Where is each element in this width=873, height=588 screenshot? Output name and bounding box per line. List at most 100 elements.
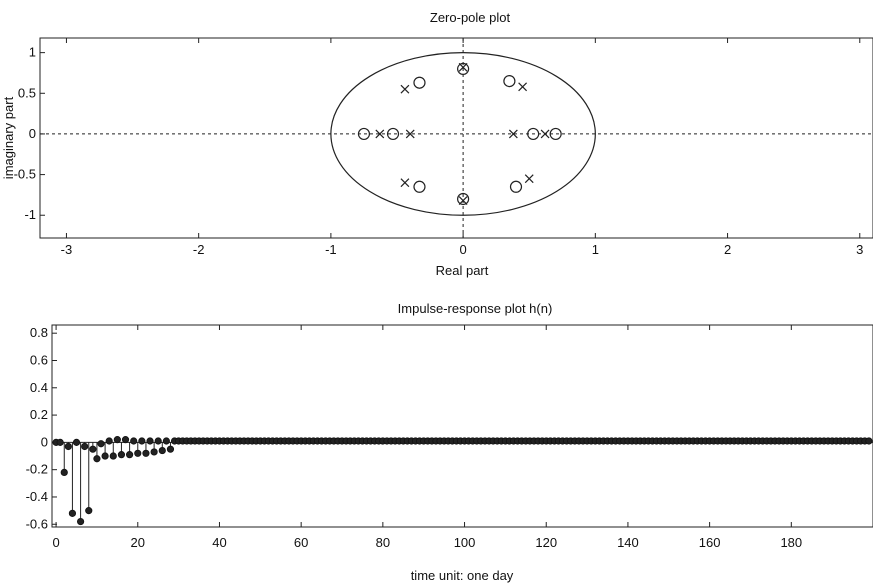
y-tick-label: 0 — [29, 126, 36, 141]
x-tick-label: 2 — [724, 242, 731, 257]
stem-point — [146, 437, 154, 445]
stem-point — [81, 442, 89, 451]
y-tick-label: -1 — [24, 207, 36, 222]
zero-marker — [413, 76, 426, 89]
y-tick-label: 0 — [41, 434, 48, 449]
x-tick-label: -2 — [193, 242, 205, 257]
stem-point — [134, 449, 142, 457]
stem-point — [68, 509, 77, 517]
stem-point — [117, 451, 126, 459]
stem-point — [162, 437, 170, 445]
stem-point — [60, 468, 68, 477]
stem-point — [121, 436, 130, 444]
pole-marker — [400, 178, 410, 188]
pole-stroke — [524, 174, 534, 184]
pole-marker — [540, 129, 550, 139]
y-tick-label: 0.5 — [18, 85, 36, 100]
zero-marker — [457, 62, 470, 75]
x-tick-label: 0 — [52, 535, 59, 550]
pole-stroke — [400, 84, 410, 94]
x-tick-label: 100 — [454, 535, 476, 550]
impulse-response-axes-box — [51, 324, 873, 528]
zero-pole-content — [40, 38, 873, 238]
x-tick-label: 3 — [856, 242, 863, 257]
y-tick-label: -0.6 — [26, 516, 48, 531]
x-tick-label: 60 — [294, 535, 308, 550]
pole-stroke — [508, 129, 518, 139]
x-tick-label: 160 — [699, 535, 721, 550]
y-tick-label: 0.4 — [30, 380, 48, 395]
zero-marker — [509, 180, 523, 193]
pole-stroke — [405, 129, 415, 139]
stem-point — [138, 437, 146, 445]
zero-marker — [357, 127, 371, 141]
impulse-response-content — [52, 436, 873, 526]
stem-point — [113, 436, 121, 444]
zero-marker — [503, 74, 516, 88]
zero-pole-plot: Zero-pole plot -3 -2 -1 0 1 2 3 1 0.5 0 -0.5 -1 Rea… — [1, 10, 873, 278]
stem-point — [109, 452, 117, 460]
stem-point — [166, 445, 175, 453]
stem-point — [64, 442, 72, 451]
pole-marker — [458, 196, 468, 206]
stem-point — [150, 448, 158, 456]
impulse-response-ticks: 0 20 40 60 80 100 120 140 160 180 0.8 0.6 0.4 0.2 0 -0.… — [26, 325, 802, 550]
pole-marker — [375, 129, 385, 139]
x-tick-label: 40 — [212, 535, 226, 550]
zero-pole-ticks: -3 -2 -1 0 1 2 3 1 0.5 0 -0.5 -1 — [14, 38, 863, 257]
zero-pole-ylabel: imaginary part — [1, 96, 16, 179]
x-tick-label: 0 — [459, 242, 466, 257]
x-tick-label: 80 — [376, 535, 390, 550]
y-tick-label: 0.6 — [30, 352, 48, 367]
x-tick-label: 1 — [592, 242, 599, 257]
stem-point — [154, 437, 162, 445]
pole-marker — [508, 129, 518, 139]
impulse-response-title: Impulse-response plot h(n) — [398, 301, 553, 316]
zero-pole-xlabel: Real part — [436, 263, 489, 278]
zero-marker — [386, 127, 400, 141]
stem-point — [865, 437, 873, 445]
y-tick-label: 0.2 — [30, 407, 48, 422]
pole-stroke — [458, 62, 468, 72]
zero-pole-title: Zero-pole plot — [430, 10, 511, 25]
pole-marker — [524, 174, 534, 184]
zero-marker — [527, 127, 540, 141]
stem-point — [56, 438, 64, 446]
x-tick-label: -3 — [61, 242, 73, 257]
pole-stroke — [518, 82, 528, 92]
x-tick-label: 20 — [131, 535, 145, 550]
pole-marker — [518, 82, 528, 92]
stem-point — [126, 451, 134, 459]
stem-point — [130, 437, 138, 445]
stem-point — [93, 455, 101, 463]
stem-point — [76, 517, 85, 526]
stem-point — [101, 452, 109, 460]
x-tick-label: 140 — [617, 535, 639, 550]
pole-stroke — [375, 129, 385, 139]
y-tick-label: -0.5 — [14, 167, 36, 182]
y-tick-label: -0.4 — [26, 489, 48, 504]
zero-marker — [549, 127, 562, 141]
y-tick-label: 0.8 — [30, 325, 48, 340]
pole-stroke — [540, 129, 550, 139]
zero-marker — [457, 192, 470, 206]
y-tick-label: -0.2 — [26, 462, 48, 477]
x-tick-label: 180 — [780, 535, 802, 550]
stem-point — [89, 445, 97, 453]
y-tick-label: 1 — [29, 45, 36, 60]
pole-marker — [400, 84, 410, 94]
stem-point — [158, 446, 166, 455]
stem-point — [72, 438, 81, 446]
stem-point — [85, 507, 93, 515]
x-tick-label: -1 — [325, 242, 337, 257]
unit-circle — [330, 52, 596, 216]
zero-pole-axes-box — [39, 37, 873, 239]
zero-marker — [413, 180, 426, 193]
pole-stroke — [458, 196, 468, 206]
stem-point — [105, 437, 113, 445]
pole-marker — [458, 62, 468, 72]
impulse-response-xlabel: time unit: one day — [411, 568, 514, 583]
pole-marker — [405, 129, 415, 139]
x-tick-label: 120 — [535, 535, 557, 550]
